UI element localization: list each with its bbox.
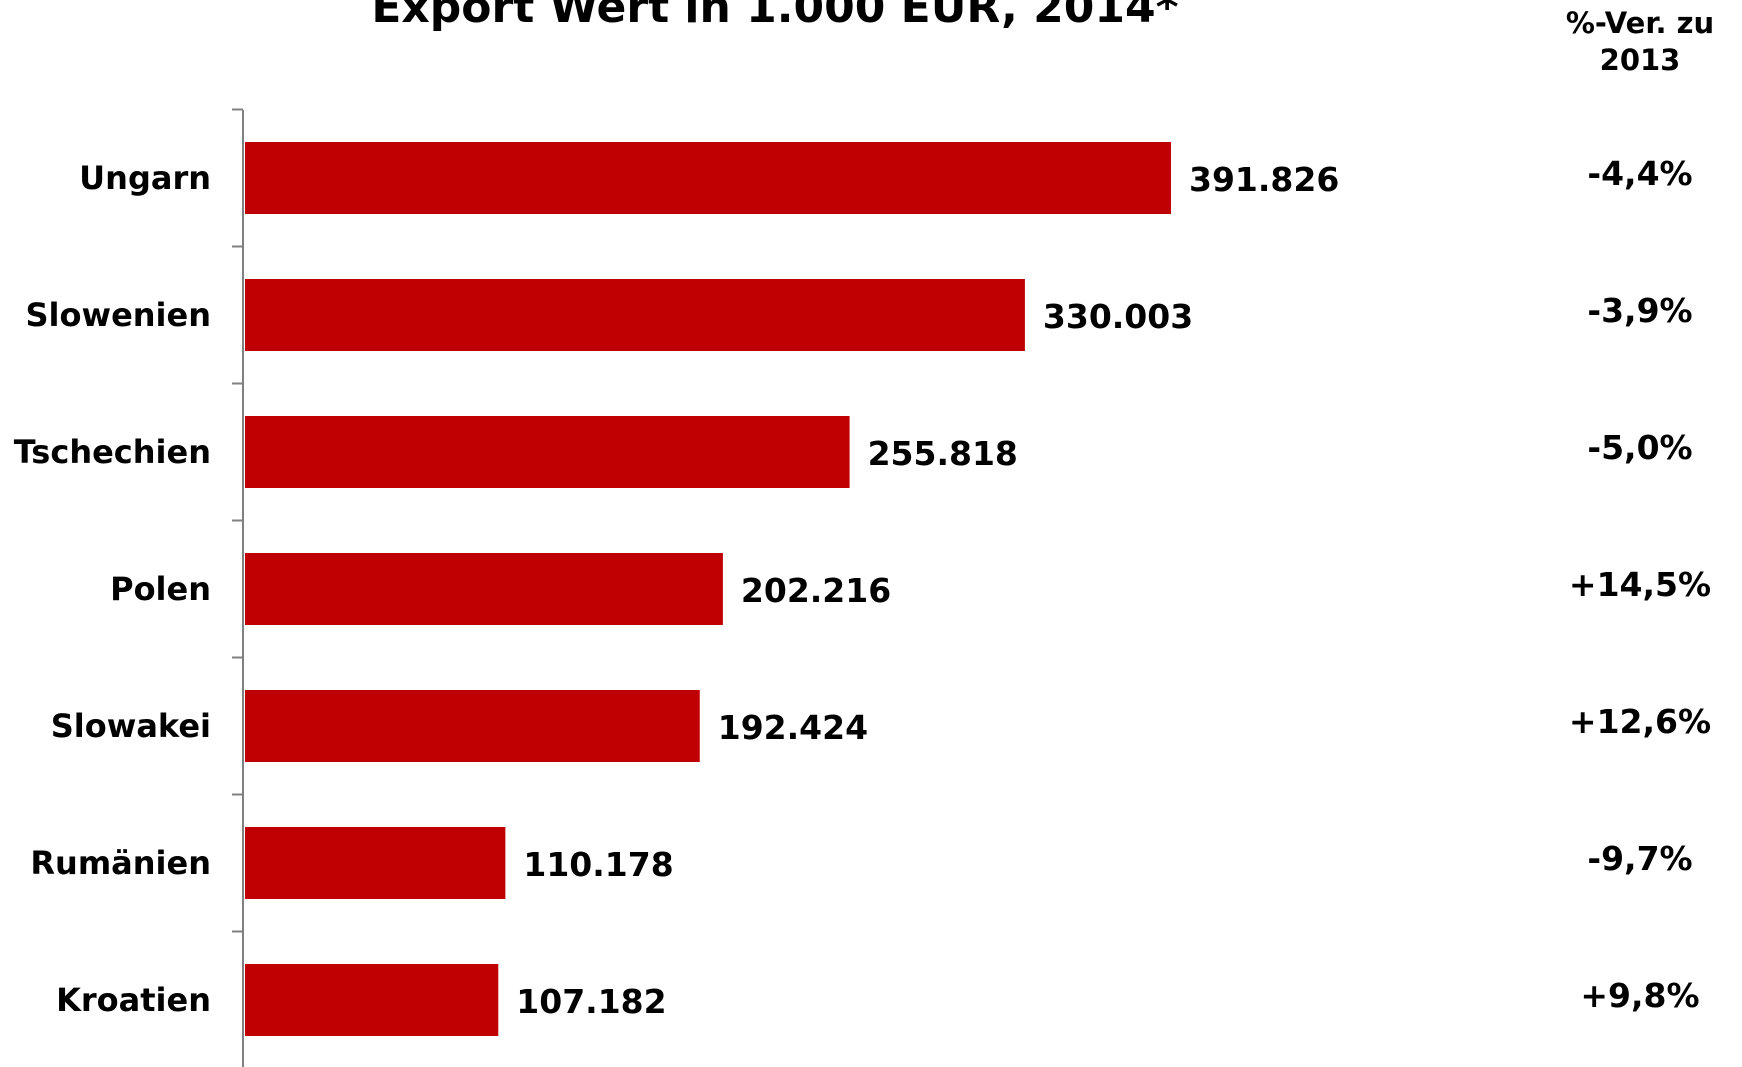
- change-header-line-1: %-Ver. zu: [1566, 6, 1714, 40]
- value-label: 391.826: [1189, 160, 1339, 199]
- bar: [245, 142, 1171, 214]
- value-label: 255.818: [868, 434, 1018, 473]
- change-label: +9,8%: [1580, 976, 1699, 1015]
- value-label: 107.182: [516, 982, 666, 1021]
- bar: [245, 553, 723, 625]
- value-label: 192.424: [718, 708, 868, 747]
- bar: [245, 690, 700, 762]
- value-label: 202.216: [741, 571, 891, 610]
- category-label: Ungarn: [79, 159, 211, 197]
- bar: [245, 964, 499, 1036]
- chart-title: Export Wert in 1.000 EUR, 2014*: [371, 0, 1178, 33]
- bar: [245, 827, 506, 899]
- value-label: 110.178: [523, 845, 673, 884]
- bar: [245, 416, 850, 488]
- category-label: Slowakei: [51, 707, 211, 745]
- category-label: Polen: [110, 570, 211, 608]
- bar: [245, 279, 1025, 351]
- change-label: -3,9%: [1587, 291, 1692, 330]
- change-label: +12,6%: [1569, 702, 1711, 741]
- bars: Ungarn 391.826 -4,4% Slowenien 330.003 -3,9% T…: [14, 142, 1711, 1036]
- category-label: Kroatien: [56, 981, 211, 1019]
- change-label: -5,0%: [1587, 428, 1692, 467]
- category-label: Tschechien: [14, 433, 211, 471]
- value-label: 330.003: [1043, 297, 1193, 336]
- change-header-line-2: 2013: [1600, 43, 1681, 77]
- change-label: -9,7%: [1587, 839, 1692, 878]
- change-label: -4,4%: [1587, 154, 1692, 193]
- axis-ticks: [232, 108, 243, 933]
- category-label: Rumänien: [30, 844, 211, 882]
- change-label: +14,5%: [1569, 565, 1711, 604]
- category-label: Slowenien: [26, 296, 212, 334]
